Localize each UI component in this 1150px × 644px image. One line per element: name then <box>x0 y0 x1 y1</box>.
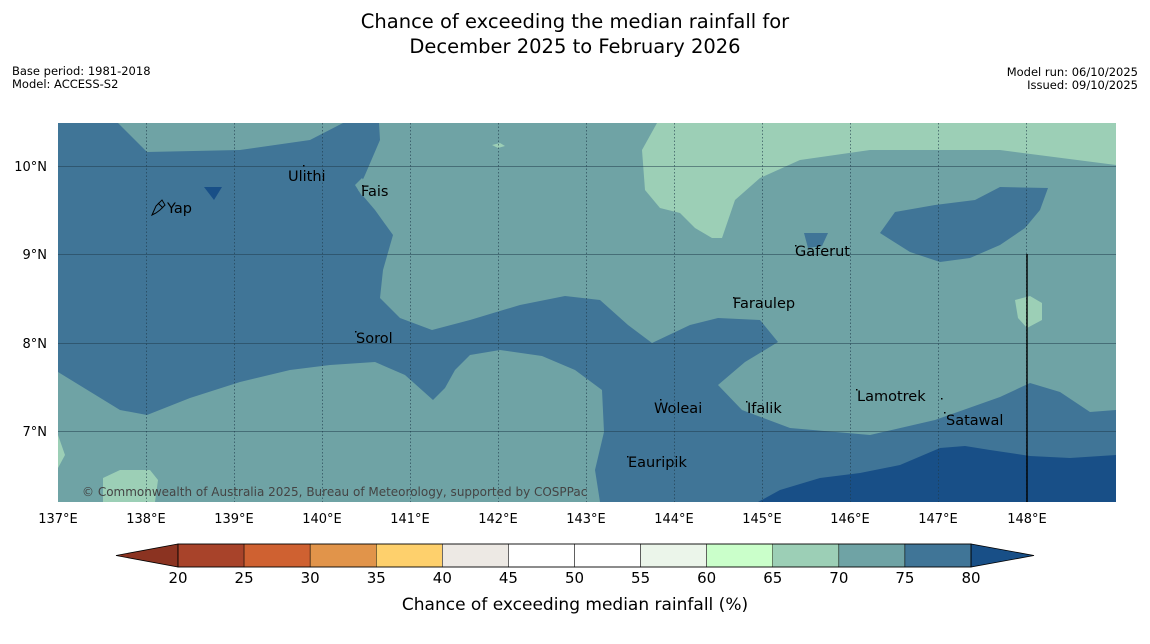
colorbar-segment <box>772 543 840 568</box>
colorbar-segment <box>904 543 972 568</box>
lon-tick-144e: 144°E <box>654 512 694 527</box>
lon-tick-141e: 141°E <box>390 512 430 527</box>
colorbar-segment <box>838 543 906 568</box>
map-title-line-2: December 2025 to February 2026 <box>409 35 741 58</box>
colorbar-segment <box>376 543 443 568</box>
colorbar-segment <box>508 543 575 568</box>
lon-tick-142e: 142°E <box>478 512 518 527</box>
colorbar-tick-label: 25 <box>235 569 254 587</box>
lon-tick-137e: 137°E <box>38 512 78 527</box>
colorbar-tick-label: 75 <box>895 569 914 587</box>
region-65-70-west-edge <box>58 435 65 468</box>
colorbar-tick-label: 55 <box>631 569 650 587</box>
colorbar-segment <box>177 543 245 568</box>
colorbar-tick-label: 70 <box>829 569 848 587</box>
colorbar-over-arrow <box>970 543 1035 568</box>
region-65-70-southwest <box>103 470 158 502</box>
issued-date-text: Issued: 09/10/2025 <box>1027 78 1138 92</box>
colorbar: 20 25 30 35 40 45 50 55 60 65 70 75 80 <box>115 543 1035 587</box>
region-75-80-gaferut <box>804 233 828 248</box>
place-label-lamotrek: Lamotrek <box>857 389 926 405</box>
colorbar-segment <box>309 543 377 568</box>
base-period-text: Base period: 1981-2018 <box>12 64 151 78</box>
colorbar-title: Chance of exceeding median rainfall (%) <box>402 595 748 615</box>
meta-info-right: Model run: 06/10/2025 Issued: 09/10/2025 <box>1007 66 1138 92</box>
place-label-eauripik: Eauripik <box>628 455 687 471</box>
map-latitude-lines <box>58 166 1116 432</box>
place-label-gaferut: Gaferut <box>795 244 850 260</box>
region-65-70-northeast <box>642 123 1116 238</box>
region-70-75-fais-patch <box>355 178 370 196</box>
place-label-faraulep: Faraulep <box>733 296 795 312</box>
colorbar-tick-label: 40 <box>433 569 452 587</box>
lat-tick-7n: 7°N <box>23 425 48 440</box>
colorbar-tick-label: 80 <box>961 569 980 587</box>
lat-tick-10n: 10°N <box>14 160 47 175</box>
region-70-75-south-blob <box>495 428 542 440</box>
colorbar-tick-label: 65 <box>763 569 782 587</box>
place-label-ifalik: Ifalik <box>747 401 782 417</box>
place-label-sorol: Sorol <box>356 331 393 347</box>
lon-tick-138e: 138°E <box>126 512 166 527</box>
map-title-line-1: Chance of exceeding the median rainfall … <box>360 10 790 33</box>
colorbar-frame <box>177 543 972 568</box>
place-label-woleai: Woleai <box>654 401 702 417</box>
place-label-ulithi: Ulithi <box>288 169 326 185</box>
meta-info-left: Base period: 1981-2018 Model: ACCESS-S2 <box>12 65 151 91</box>
region-65-70-east-patch <box>1015 296 1042 328</box>
lon-tick-140e: 140°E <box>302 512 342 527</box>
colorbar-tick-label: 45 <box>499 569 518 587</box>
rainfall-probability-map: Yap Ulithi Fais Gaferut Faraulep Sorol W… <box>58 123 1116 502</box>
colorbar-tick-label: 35 <box>367 569 386 587</box>
colorbar-segment <box>640 543 707 568</box>
place-label-fais: Fais <box>361 184 388 200</box>
lon-tick-145e: 145°E <box>742 512 782 527</box>
lon-tick-146e: 146°E <box>830 512 870 527</box>
lat-tick-9n: 9°N <box>23 248 48 263</box>
colorbar-segment <box>442 543 509 568</box>
colorbar-segment <box>243 543 311 568</box>
colorbar-tick-label: 60 <box>697 569 716 587</box>
colorbar-under-arrow <box>115 543 179 568</box>
colorbar-segment <box>706 543 774 568</box>
place-label-yap: Yap <box>166 201 192 217</box>
region-over-80-near-yap <box>204 187 222 200</box>
lat-tick-8n: 8°N <box>23 337 48 352</box>
lon-tick-148e: 148°E <box>1007 512 1047 527</box>
island-markers <box>303 165 946 458</box>
colorbar-tick-label: 20 <box>168 569 187 587</box>
region-75-80-northeast-blob <box>880 187 1048 262</box>
model-name-text: Model: ACCESS-S2 <box>12 77 119 91</box>
place-label-satawal: Satawal <box>946 413 1003 429</box>
colorbar-segment <box>574 543 641 568</box>
yap-island-icon <box>150 199 166 217</box>
lon-tick-147e: 147°E <box>918 512 958 527</box>
colorbar-tick-label: 50 <box>565 569 584 587</box>
lon-tick-139e: 139°E <box>214 512 254 527</box>
copyright-notice: © Commonwealth of Australia 2025, Bureau… <box>82 485 587 499</box>
lon-tick-143e: 143°E <box>566 512 606 527</box>
model-run-text: Model run: 06/10/2025 <box>1006 65 1138 79</box>
colorbar-tick-label: 30 <box>301 569 320 587</box>
